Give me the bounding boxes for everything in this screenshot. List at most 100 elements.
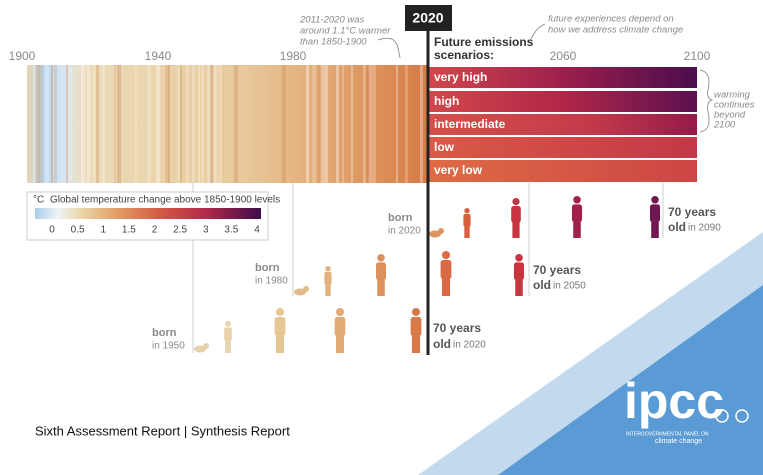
head (573, 196, 581, 204)
annotation: 2100 (713, 120, 736, 131)
stripe (342, 65, 344, 183)
annotation: warming (714, 90, 751, 101)
body (440, 260, 452, 279)
stripe (405, 65, 408, 183)
legend-tick-label: 0 (49, 225, 55, 236)
body (410, 317, 422, 336)
body (463, 214, 471, 227)
footer: Sixth Assessment Report | Synthesis Repo… (35, 423, 290, 438)
head (275, 308, 285, 317)
legs (515, 279, 523, 296)
stripe (180, 65, 182, 183)
legs (573, 221, 581, 238)
head (377, 254, 385, 262)
person-figure (513, 254, 525, 296)
head (512, 198, 520, 206)
stripe (93, 65, 95, 183)
stripe (45, 65, 49, 183)
stripe (234, 65, 238, 183)
born-year: in 1950 (152, 341, 185, 352)
stripe (135, 65, 137, 183)
scenario-label: high (434, 94, 459, 108)
year-label: 1900 (9, 49, 36, 63)
old-label: old (433, 337, 451, 351)
born-label: born (152, 327, 177, 339)
legend-tick-label: 1.5 (122, 225, 136, 236)
stripe (165, 65, 169, 183)
present-year: 2020 (412, 10, 443, 26)
annotation-arrow (529, 23, 546, 43)
scenario-label: very high (434, 70, 487, 84)
person-figure (571, 196, 583, 238)
annotation: around 1.1°C warmer (300, 26, 391, 37)
stripe (192, 65, 195, 183)
scenario-bar (428, 67, 697, 88)
body (224, 327, 232, 341)
age-label: 70 years (433, 321, 481, 335)
people (194, 196, 661, 353)
year-label: 2060 (550, 49, 577, 63)
annotation: beyond (714, 110, 746, 121)
legs (325, 284, 331, 296)
scenario-label: intermediate (434, 117, 506, 131)
stripe (39, 65, 43, 183)
born-label: born (388, 212, 413, 224)
body (334, 317, 346, 336)
stripe (36, 65, 40, 183)
born-year: in 1980 (255, 276, 288, 287)
age-label: 70 years (668, 205, 716, 219)
stripe (51, 65, 53, 183)
stripe (282, 65, 286, 183)
stripe (33, 65, 35, 183)
baby-head (203, 343, 209, 349)
legend-tick-label: 2.5 (173, 225, 187, 236)
born-year: in 2020 (388, 226, 421, 237)
legs (651, 221, 659, 238)
stripe (177, 65, 181, 183)
head (325, 266, 331, 272)
stripe (186, 65, 189, 183)
old-label: old (533, 278, 551, 292)
legend-colorbar (35, 208, 261, 219)
person-figure (375, 254, 387, 296)
stripe (372, 65, 376, 183)
legend-ticks: 0 0.5 1 1.5 2 2.5 3 3.5 4 (49, 225, 260, 236)
stripe (318, 65, 320, 183)
body (649, 204, 661, 223)
baby (194, 345, 206, 353)
age-label: 70 years (533, 263, 581, 277)
head (515, 254, 523, 262)
head (651, 196, 659, 204)
stripe (396, 65, 398, 183)
annotation-arrow (377, 37, 401, 59)
stripe (213, 65, 216, 183)
stripe (168, 65, 170, 183)
body (274, 317, 286, 336)
logo-emblem (715, 409, 729, 423)
scenario-bar (428, 160, 697, 182)
stripe (216, 65, 218, 183)
stripe (366, 65, 368, 183)
stripe (351, 65, 353, 183)
body (571, 204, 583, 223)
person-figure (224, 321, 232, 353)
legend-tick-label: 1 (100, 225, 106, 236)
stripe (210, 65, 214, 183)
bracket (699, 69, 714, 133)
old-year: in 2020 (453, 340, 486, 351)
stripe (96, 65, 99, 183)
background-dark (498, 285, 763, 475)
scenario-label: very low (434, 163, 483, 177)
stripe (147, 65, 151, 183)
legend-tick-label: 2 (152, 225, 158, 236)
stripe (201, 65, 204, 183)
baby (429, 230, 441, 238)
logo-emblem (735, 409, 749, 423)
stripe (66, 65, 68, 183)
legs (512, 222, 520, 238)
baby (294, 288, 306, 296)
annotation: future experiences depend on (548, 14, 674, 25)
scenario-label: low (434, 140, 455, 154)
